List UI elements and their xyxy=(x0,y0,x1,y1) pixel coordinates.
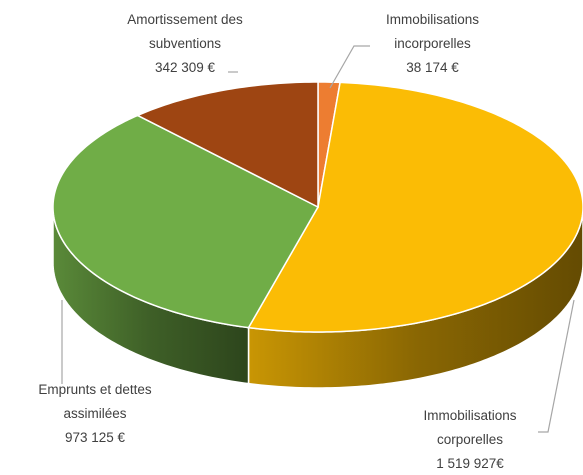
category-label: Amortissement des subventions xyxy=(127,12,243,51)
pie xyxy=(52,81,583,389)
value-label: 1 519 927€ xyxy=(436,456,504,471)
slice-label: Emprunts et dettes assimilées 973 125 € xyxy=(0,378,190,450)
category-label: Emprunts et dettes assimilées xyxy=(38,382,152,421)
slice xyxy=(135,81,319,209)
value-label: 342 309 € xyxy=(154,60,216,75)
leader-line xyxy=(538,299,575,433)
slice xyxy=(247,81,583,333)
category-label: Immobilisations corporelles xyxy=(423,408,517,447)
slice-label: Immobilisations incorporelles 38 174 € xyxy=(360,8,505,80)
slice xyxy=(52,114,320,329)
leader-line xyxy=(329,45,370,89)
value-label: 38 174 € xyxy=(406,60,459,75)
slice-label: Amortissement des subventions 342 309 € xyxy=(100,8,270,80)
value-label: 973 125 € xyxy=(64,430,126,445)
category-label: Immobilisations incorporelles xyxy=(385,12,480,51)
slice-label: Immobilisations corporelles 1 519 927€ xyxy=(390,404,550,475)
